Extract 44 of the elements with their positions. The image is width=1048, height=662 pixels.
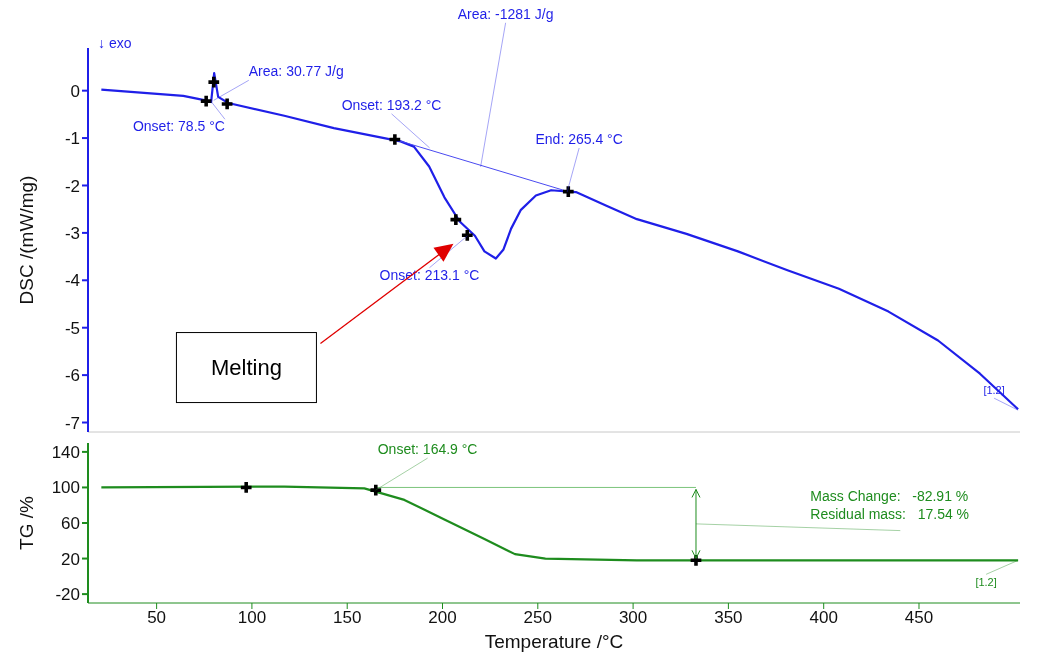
annotation: End: 265.4 °C [535, 131, 623, 148]
point [461, 229, 473, 241]
point [389, 134, 401, 145]
y-tick-label: -5 [64, 318, 80, 338]
point [221, 98, 233, 110]
point [208, 76, 220, 88]
point [240, 482, 252, 493]
annotation: Onset: 78.5 °C [132, 118, 225, 135]
point [370, 484, 382, 496]
point [200, 95, 212, 107]
annotation: Mass Change: -82.91 % [810, 487, 969, 504]
annotation: [1.2] [975, 576, 997, 589]
x-tick-label: 100 [237, 608, 267, 628]
y-tick-label: 0 [70, 81, 80, 101]
x-tick-label: 200 [428, 608, 457, 628]
annotation: Area: 30.77 J/g [248, 63, 344, 80]
y-tick-label: -3 [64, 223, 80, 243]
y-tick-label: -4 [64, 271, 80, 291]
y-tick-label: -2 [64, 176, 80, 196]
annotation: Onset: 164.9 °C [377, 441, 478, 458]
y-axis-title: DSC /(mW/mg) [15, 175, 37, 305]
y-tick-label: -1 [64, 129, 80, 149]
y-tick-label: 20 [61, 549, 80, 569]
annotation: Area: -1281 J/g [457, 5, 554, 22]
x-tick-label: 50 [147, 608, 167, 628]
x-tick-label: 450 [904, 608, 934, 628]
x-axis-title: Temperature /°C [484, 631, 624, 652]
y-axis-title: TG /% [15, 495, 37, 550]
point [450, 214, 462, 225]
annotation: Melting [210, 354, 282, 380]
y-tick-label: -20 [55, 585, 80, 605]
y-tick-label: 140 [51, 442, 80, 462]
annotation: Onset: 193.2 °C [341, 96, 442, 113]
y-tick-label: -6 [64, 366, 80, 386]
x-tick-label: 300 [618, 608, 648, 628]
y-tick-label: 60 [61, 514, 80, 534]
x-tick-label: 350 [714, 608, 743, 628]
x-tick-label: 250 [523, 608, 552, 628]
annotation: Residual mass: 17.54 % [810, 505, 970, 522]
x-tick-label: 400 [809, 608, 838, 628]
y-tick-label: 100 [51, 478, 80, 498]
x-tick-label: 150 [333, 608, 362, 628]
y-tick-label: -7 [64, 413, 80, 433]
annotation: ↓ exo [98, 35, 132, 51]
